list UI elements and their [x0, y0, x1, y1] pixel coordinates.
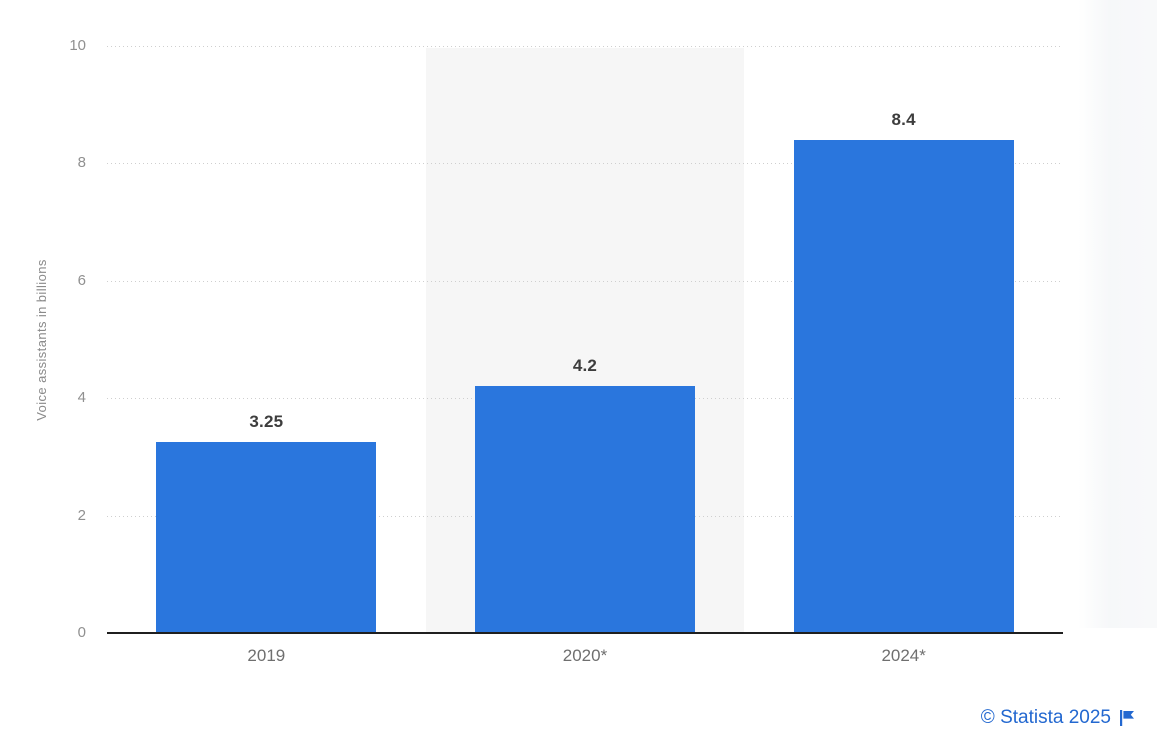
y-tick-label: 2 [77, 506, 86, 524]
y-tick-label: 4 [77, 389, 86, 407]
gridline [107, 163, 1063, 165]
bar-2020[interactable] [475, 386, 695, 633]
statista-credit-text[interactable]: © Statista 2025 [980, 707, 1111, 728]
y-tick-label: 6 [77, 271, 86, 289]
page-edge-shading [1078, 0, 1157, 628]
x-axis-label: 2024* [881, 646, 926, 665]
x-axis-label: 2019 [247, 646, 286, 665]
bar-value-label: 3.25 [249, 412, 284, 432]
plot-area: 3.25 4.2 8.4 [107, 46, 1063, 633]
gridline [107, 46, 1063, 47]
y-tick-label: 8 [77, 154, 86, 172]
x-axis-label: 2020* [562, 646, 608, 665]
bar-value-label: 4.2 [572, 356, 598, 376]
statista-flag-icon[interactable] [1120, 710, 1135, 726]
y-tick-label: 0 [77, 624, 86, 641]
statista-credit-link[interactable]: © Statista 2025 [981, 706, 1135, 730]
bar-2019[interactable] [156, 442, 377, 633]
gridline [107, 280, 1063, 282]
x-axis-line [107, 632, 1063, 634]
bar-2024[interactable] [793, 139, 1014, 633]
bar-value-label: 8.4 [891, 109, 916, 129]
y-tick-label: 10 [69, 37, 86, 54]
